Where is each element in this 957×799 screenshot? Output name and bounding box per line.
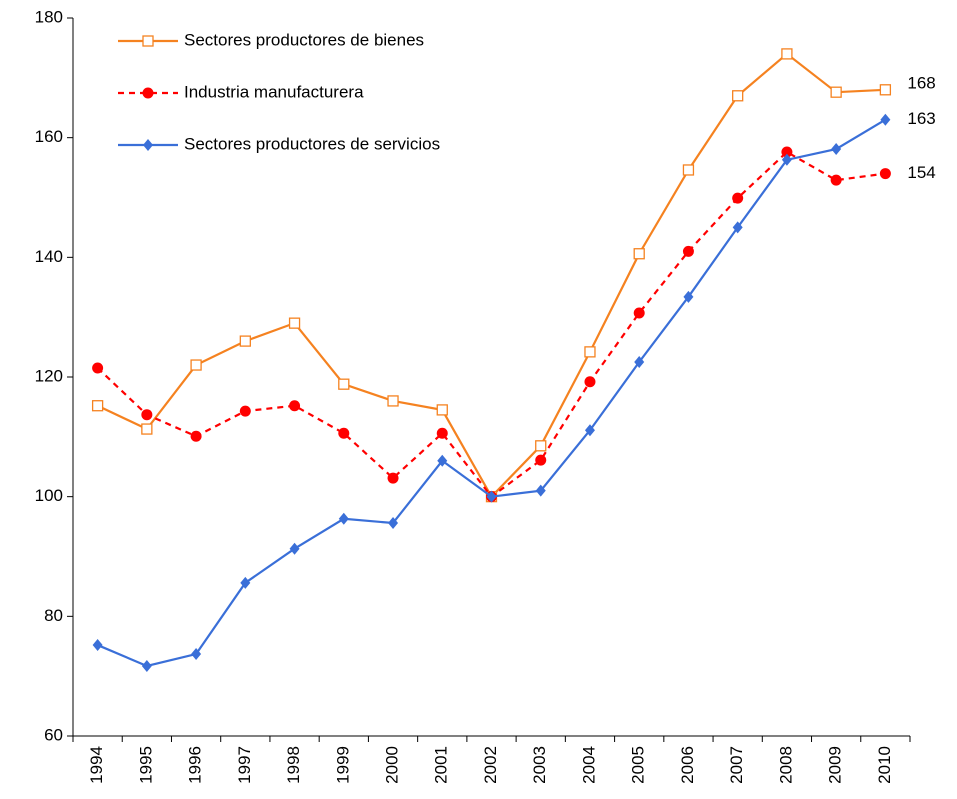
marker bbox=[732, 192, 744, 204]
marker bbox=[239, 335, 251, 347]
marker bbox=[240, 576, 251, 589]
marker bbox=[830, 86, 842, 98]
marker bbox=[781, 48, 793, 60]
marker bbox=[338, 378, 350, 390]
x-tick-label: 1995 bbox=[136, 746, 155, 784]
y-tick-label: 180 bbox=[35, 7, 63, 26]
marker bbox=[633, 307, 645, 319]
marker bbox=[732, 90, 744, 102]
x-tick-label: 2009 bbox=[826, 746, 845, 784]
marker bbox=[91, 400, 104, 412]
marker bbox=[338, 427, 350, 439]
series-line bbox=[97, 52, 886, 499]
marker bbox=[141, 423, 153, 435]
marker bbox=[682, 245, 694, 257]
series-line bbox=[96, 150, 886, 499]
marker bbox=[387, 395, 399, 407]
x-tick-label: 2000 bbox=[383, 746, 402, 784]
marker bbox=[879, 84, 892, 96]
x-tick-label: 2001 bbox=[432, 746, 451, 784]
series-line bbox=[97, 118, 886, 668]
marker bbox=[634, 356, 645, 369]
marker bbox=[141, 409, 153, 421]
marker bbox=[289, 400, 301, 412]
marker bbox=[781, 146, 793, 158]
x-tick-label: 2008 bbox=[776, 746, 795, 784]
marker bbox=[288, 317, 301, 329]
marker bbox=[535, 484, 546, 497]
marker bbox=[388, 516, 399, 529]
x-tick-label: 2007 bbox=[727, 746, 746, 784]
marker bbox=[682, 164, 695, 176]
x-tick-label: 1998 bbox=[284, 746, 303, 784]
x-tick-label: 2003 bbox=[530, 746, 549, 784]
marker bbox=[535, 454, 547, 466]
x-tick-label: 1997 bbox=[235, 746, 254, 784]
data-label: 168 bbox=[907, 73, 935, 92]
marker bbox=[486, 490, 497, 503]
x-tick-label: 2010 bbox=[875, 746, 894, 784]
marker bbox=[683, 290, 694, 303]
marker bbox=[190, 430, 202, 442]
marker bbox=[92, 639, 103, 652]
x-tick-label: 2002 bbox=[481, 746, 500, 784]
marker bbox=[92, 362, 104, 374]
x-tick-label: 2004 bbox=[579, 746, 598, 784]
x-tick-label: 1994 bbox=[87, 746, 106, 784]
data-label: 163 bbox=[907, 109, 935, 128]
marker bbox=[880, 113, 891, 126]
marker bbox=[387, 472, 399, 484]
marker bbox=[830, 174, 842, 186]
y-tick-label: 80 bbox=[44, 606, 63, 625]
legend-label: Sectores productores de servicios bbox=[184, 134, 440, 153]
marker bbox=[633, 248, 645, 260]
marker bbox=[239, 405, 251, 417]
marker bbox=[831, 143, 842, 156]
x-tick-label: 2006 bbox=[678, 746, 697, 784]
marker bbox=[879, 168, 891, 180]
marker bbox=[732, 221, 743, 234]
legend-marker bbox=[143, 139, 153, 151]
legend-label: Industria manufacturera bbox=[184, 82, 364, 101]
marker bbox=[338, 512, 349, 525]
y-tick-label: 140 bbox=[35, 247, 63, 266]
legend-marker bbox=[142, 87, 154, 99]
marker bbox=[436, 404, 448, 416]
marker bbox=[190, 359, 202, 371]
marker bbox=[781, 153, 792, 166]
marker bbox=[289, 542, 300, 555]
marker bbox=[436, 427, 448, 439]
y-tick-label: 160 bbox=[35, 127, 63, 146]
marker bbox=[584, 376, 596, 388]
marker bbox=[584, 424, 595, 437]
marker bbox=[584, 346, 596, 358]
marker bbox=[535, 440, 547, 452]
marker bbox=[191, 648, 202, 661]
y-tick-label: 60 bbox=[44, 725, 63, 744]
x-tick-label: 1999 bbox=[333, 746, 352, 784]
y-tick-label: 100 bbox=[35, 486, 63, 505]
marker bbox=[141, 659, 152, 672]
legend-marker bbox=[142, 35, 154, 47]
data-label: 154 bbox=[907, 163, 935, 182]
y-tick-label: 120 bbox=[35, 366, 63, 385]
marker bbox=[437, 454, 448, 467]
legend-label: Sectores productores de bienes bbox=[184, 30, 424, 49]
x-tick-label: 2005 bbox=[629, 746, 648, 784]
x-tick-label: 1996 bbox=[186, 746, 205, 784]
